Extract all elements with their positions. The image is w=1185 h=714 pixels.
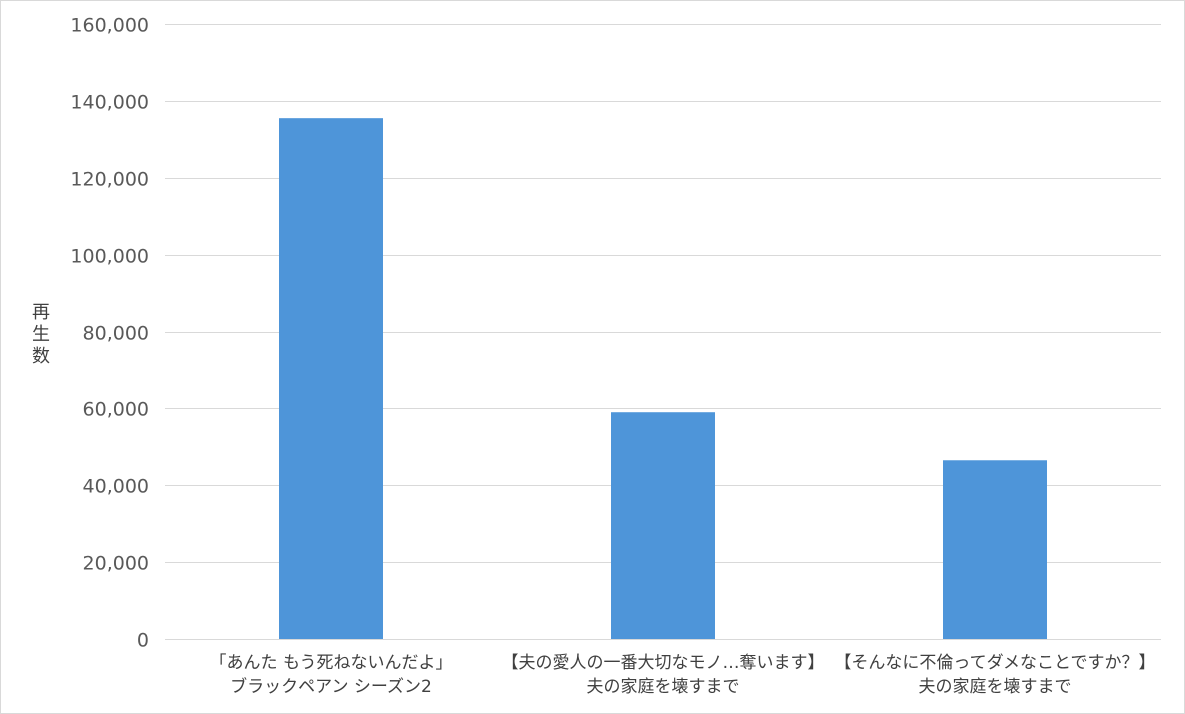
y-tick-label-2: 40,000 bbox=[83, 476, 149, 498]
y-tick-label-5: 100,000 bbox=[70, 246, 149, 268]
y-tick-label-1: 20,000 bbox=[83, 553, 149, 575]
category-label-0-line-0: 「あんた もう死ねないんだよ」 bbox=[210, 653, 453, 673]
x-axis-categories: 「あんた もう死ねないんだよ」ブラックペアン シーズン2 【夫の愛人の一番大切なモ… bbox=[210, 653, 1156, 697]
bar-2 bbox=[943, 460, 1047, 639]
bar-1 bbox=[611, 412, 715, 639]
category-label-0-line-1: ブラックペアン シーズン2 bbox=[230, 676, 432, 697]
y-tick-label-0: 0 bbox=[137, 630, 149, 652]
category-label-2-line-0: 【そんなに不倫ってダメなことですか？】 bbox=[834, 653, 1155, 673]
bars bbox=[279, 118, 1047, 639]
y-tick-label-8: 160,000 bbox=[70, 15, 149, 37]
y-axis-ticks: 0 20,000 40,000 60,000 80,000 100,000 120,000 1… bbox=[70, 15, 149, 652]
category-label-1-line-0: 【夫の愛人の一番大切なモノ…奪います】 bbox=[502, 653, 825, 673]
category-label-2-line-1: 夫の家庭を壊すまで bbox=[919, 677, 1072, 697]
bar-0 bbox=[279, 118, 383, 639]
y-tick-label-6: 120,000 bbox=[70, 169, 149, 191]
y-tick-label-4: 80,000 bbox=[83, 323, 149, 345]
y-tick-label-3: 60,000 bbox=[83, 399, 149, 421]
y-axis-title: 再生数 bbox=[32, 302, 50, 367]
category-label-1-line-1: 夫の家庭を壊すまで bbox=[587, 677, 740, 697]
y-tick-label-7: 140,000 bbox=[70, 92, 149, 114]
